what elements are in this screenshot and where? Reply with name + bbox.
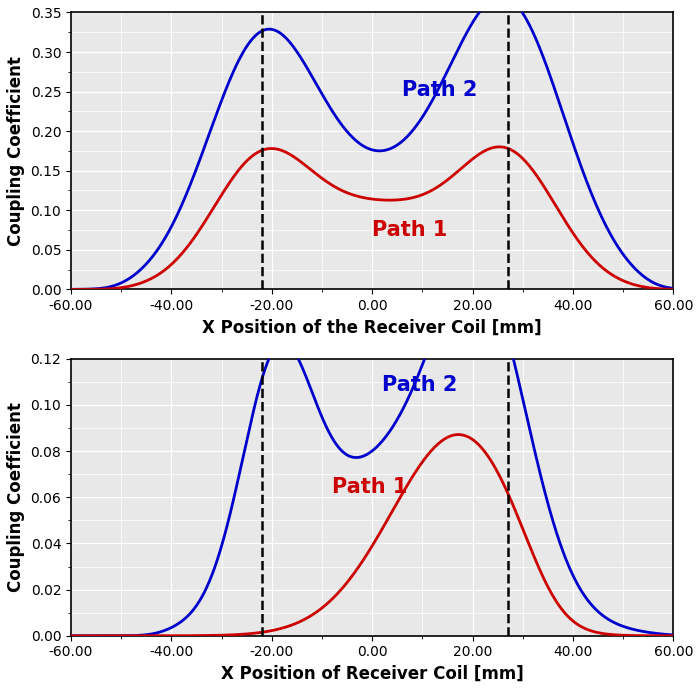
Text: Path 2: Path 2 bbox=[402, 79, 477, 99]
X-axis label: X Position of the Receiver Coil [mm]: X Position of the Receiver Coil [mm] bbox=[202, 319, 542, 337]
Text: Path 2: Path 2 bbox=[382, 375, 458, 395]
X-axis label: X Position of Receiver Coil [mm]: X Position of Receiver Coil [mm] bbox=[220, 665, 524, 683]
Y-axis label: Coupling Coefficient: Coupling Coefficient bbox=[7, 402, 25, 592]
Y-axis label: Coupling Coefficient: Coupling Coefficient bbox=[7, 56, 25, 246]
Text: Path 1: Path 1 bbox=[332, 477, 407, 497]
Text: Path 1: Path 1 bbox=[372, 219, 447, 239]
